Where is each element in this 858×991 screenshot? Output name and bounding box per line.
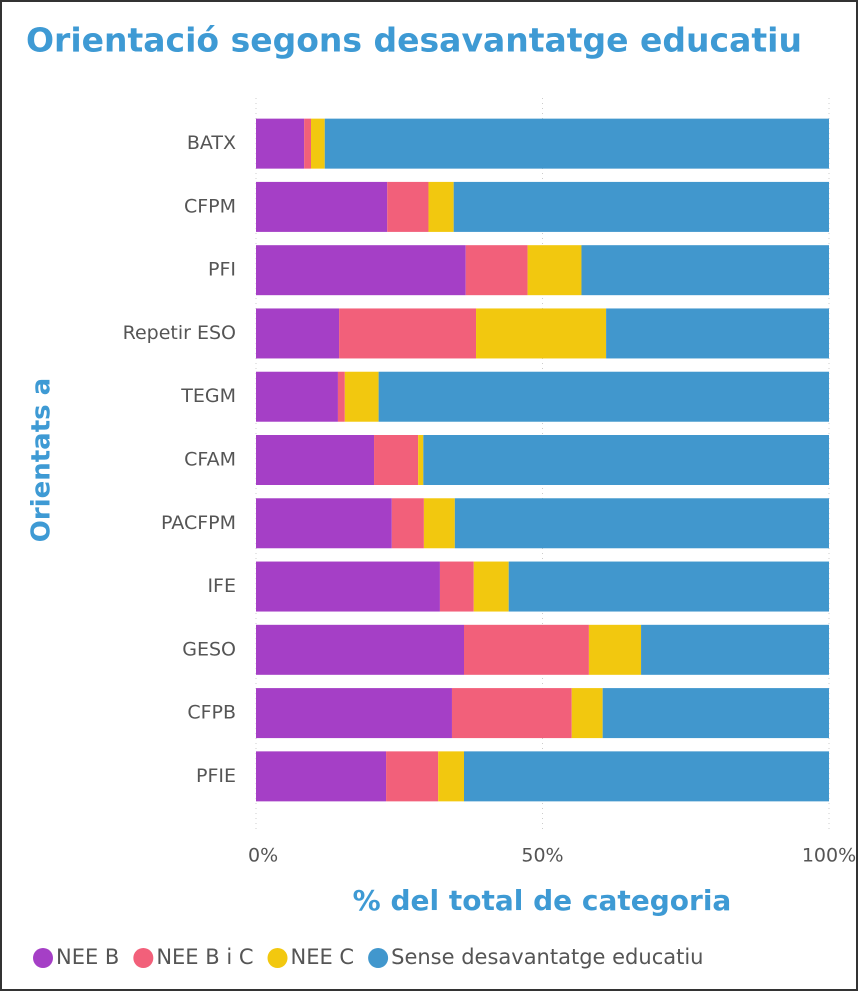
legend-label: NEE C	[291, 945, 355, 969]
bar-segment	[438, 751, 464, 802]
bar-segment	[454, 498, 829, 549]
x-tick-label: 100%	[802, 845, 856, 867]
bar-segment	[428, 181, 454, 232]
bar-segment	[423, 498, 455, 549]
y-tick-label: PFIE	[196, 765, 236, 787]
bar-segment	[463, 624, 589, 675]
x-tick-label: 50%	[521, 845, 563, 867]
y-tick-label: CFPM	[184, 195, 236, 217]
y-tick-label: CFPB	[187, 702, 236, 724]
bar-segment	[256, 561, 440, 612]
bar-segment	[571, 688, 603, 739]
x-axis-title: % del total de categoria	[353, 884, 732, 917]
bar-segment	[256, 181, 388, 232]
bar-segment	[324, 118, 829, 169]
bar-segment	[256, 435, 375, 485]
y-tick-label: TEGM	[180, 385, 236, 407]
bar-segment	[476, 308, 607, 359]
bar-segment	[439, 561, 474, 612]
y-axis-title: Orientats a	[27, 378, 57, 542]
y-tick-label: CFAM	[184, 449, 236, 471]
bar-segment	[588, 624, 642, 675]
y-tick-label: IFE	[207, 575, 236, 597]
bar-segment	[451, 688, 572, 739]
bar-segment	[339, 308, 477, 359]
y-tick-label: BATX	[187, 132, 236, 154]
bar-segment	[311, 118, 325, 169]
bar-segment	[391, 498, 424, 549]
bar-segment	[581, 245, 829, 296]
legend-marker	[33, 948, 53, 968]
legend-label: Sense desavantatge educatiu	[391, 945, 703, 969]
bar-segment	[256, 308, 340, 359]
bar-segment	[473, 561, 509, 612]
bar-segment	[304, 118, 312, 169]
bar-segment	[344, 371, 379, 422]
chart-title: Orientació segons desavantatge educatiu	[26, 21, 802, 60]
legend-marker	[267, 948, 288, 968]
bar-segment	[527, 245, 582, 296]
x-tick-label: 0%	[248, 845, 278, 867]
bar-segment	[418, 435, 424, 485]
bar-segment	[337, 371, 345, 422]
bar-segment	[256, 624, 464, 675]
bar-segment	[508, 561, 829, 612]
y-tick-label: GESO	[182, 638, 236, 660]
bar-segment	[387, 181, 429, 232]
y-tick-label: PACFPM	[161, 512, 236, 534]
bar-segment	[641, 624, 829, 675]
bar-segment	[453, 181, 829, 232]
legend-marker	[368, 948, 389, 968]
legend-label: NEE B i C	[156, 945, 253, 969]
bar-segment	[602, 688, 829, 739]
bar-segment	[378, 371, 829, 422]
bar-segment	[423, 435, 829, 485]
bar-segment	[256, 751, 387, 802]
bar-segment	[256, 688, 452, 739]
y-tick-label: PFI	[208, 259, 236, 281]
bar-segment	[606, 308, 829, 359]
bar-segment	[256, 245, 466, 296]
bar-segment	[386, 751, 439, 802]
y-tick-label: Repetir ESO	[123, 322, 236, 344]
bar-segment	[463, 751, 829, 802]
legend-label: NEE B	[56, 945, 119, 969]
bar-segment	[256, 371, 338, 422]
bar-segment	[374, 435, 419, 485]
legend-marker	[133, 948, 154, 968]
bar-segment	[256, 118, 305, 169]
bar-segment	[256, 498, 392, 549]
bar-segment	[465, 245, 528, 296]
